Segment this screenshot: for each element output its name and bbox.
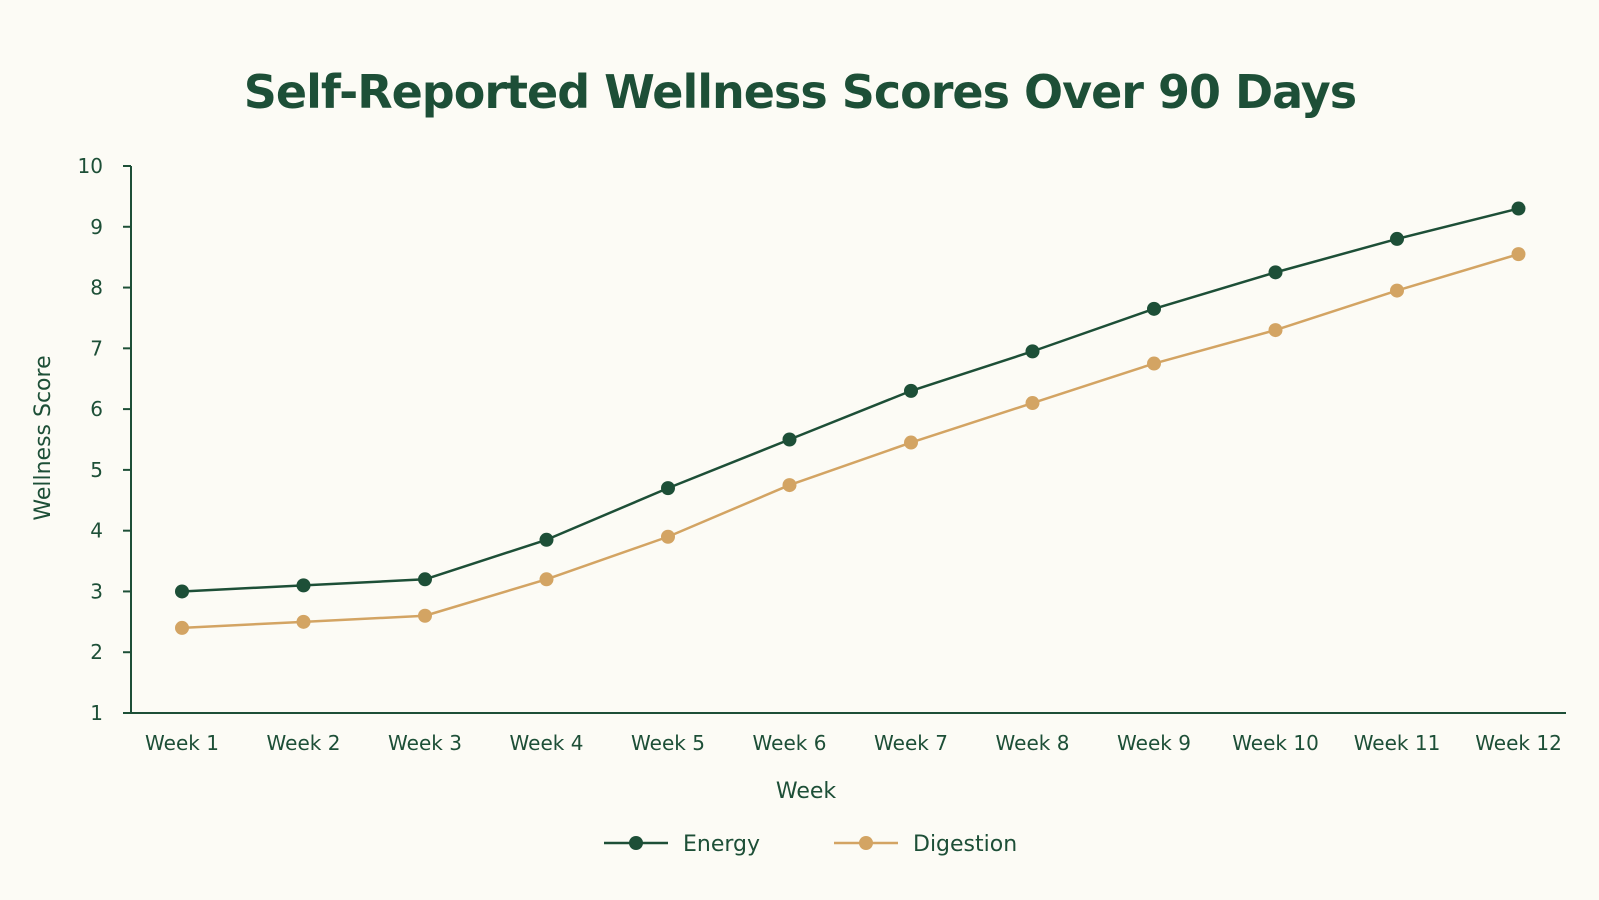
x-axis: Week 1 Week 2 Week 3 Week 4 Week 5 Week 6 Week… [131, 712, 1566, 755]
y-axis: 1 2 3 4 5 6 7 8 9 10 [78, 154, 132, 725]
chart-title: Self-Reported Wellness Scores Over 90 Da… [244, 65, 1356, 119]
legend-swatch-marker [859, 836, 873, 850]
legend-item-energy: Energy [604, 832, 760, 857]
data-point-digestion [1390, 283, 1404, 298]
y-tick-label: 10 [78, 154, 103, 178]
data-point-energy [782, 432, 797, 447]
data-point-digestion [904, 435, 918, 450]
data-point-energy [1025, 344, 1040, 359]
x-tick-label: Week 2 [267, 731, 341, 755]
data-point-energy [661, 481, 675, 496]
data-point-digestion [1025, 396, 1040, 411]
data-point-energy [1268, 265, 1283, 280]
data-point-energy [418, 572, 432, 587]
x-tick-label: Week 10 [1232, 731, 1319, 755]
legend-label: Digestion [913, 832, 1017, 857]
y-tick-label: 4 [90, 519, 103, 543]
data-point-energy [1390, 231, 1404, 246]
data-point-energy [539, 532, 554, 547]
y-tick-label: 2 [90, 640, 103, 664]
data-point-digestion [296, 614, 311, 629]
y-tick-label: 6 [90, 397, 103, 421]
x-tick-label: Week 9 [1117, 731, 1191, 755]
series-line-energy [181, 207, 1519, 593]
chart-legend: Energy Digestion [604, 832, 1017, 857]
legend-swatch-marker [629, 836, 643, 850]
legend-item-digestion: Digestion [834, 832, 1017, 857]
data-point-digestion [1147, 356, 1161, 371]
x-tick-label: Week 11 [1354, 731, 1441, 755]
x-tick-label: Week 3 [388, 731, 462, 755]
legend-label: Energy [683, 832, 760, 857]
series-digestion [175, 247, 1526, 635]
data-point-digestion [782, 478, 797, 493]
data-point-digestion [1511, 247, 1526, 262]
y-tick-label: 7 [90, 336, 103, 360]
data-point-digestion [539, 572, 554, 587]
x-tick-label: Week 12 [1475, 731, 1562, 755]
series-line-digestion [181, 252, 1519, 630]
data-point-energy [175, 584, 189, 599]
data-point-energy [1511, 201, 1526, 216]
y-tick-label: 9 [90, 215, 103, 239]
x-axis-label: Week [776, 779, 837, 804]
data-point-digestion [1268, 323, 1283, 338]
data-point-energy [296, 578, 311, 593]
x-tick-label: Week 4 [510, 731, 584, 755]
x-tick-label: Week 6 [753, 731, 827, 755]
y-axis-label: Wellness Score [31, 355, 56, 520]
series-energy [175, 201, 1526, 599]
data-point-digestion [418, 608, 432, 623]
y-tick-label: 5 [90, 458, 103, 482]
data-point-digestion [175, 620, 189, 635]
y-tick-label: 8 [90, 276, 103, 300]
data-point-energy [1147, 301, 1161, 316]
data-point-digestion [661, 529, 675, 544]
x-tick-label: Week 7 [874, 731, 948, 755]
y-tick-label: 1 [90, 701, 103, 725]
data-point-energy [904, 383, 918, 398]
x-tick-label: Week 5 [631, 731, 705, 755]
y-tick-label: 3 [90, 579, 103, 603]
x-tick-label: Week 1 [145, 731, 219, 755]
plot-series [175, 201, 1526, 635]
x-tick-label: Week 8 [996, 731, 1070, 755]
